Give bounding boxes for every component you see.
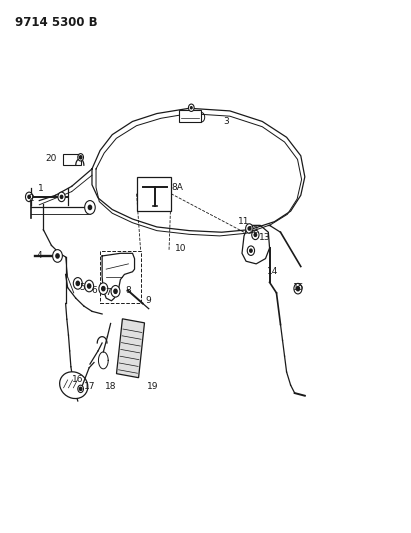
Circle shape	[76, 281, 79, 286]
Text: 16: 16	[72, 375, 83, 384]
Circle shape	[28, 195, 30, 198]
Text: 14: 14	[267, 267, 278, 276]
Circle shape	[102, 287, 105, 291]
Circle shape	[78, 154, 83, 161]
Text: 10: 10	[175, 244, 187, 253]
Text: 9714 5300 B: 9714 5300 B	[15, 16, 97, 29]
Text: 4: 4	[37, 252, 42, 261]
Text: 12: 12	[248, 226, 259, 235]
Circle shape	[60, 195, 63, 198]
Circle shape	[111, 286, 120, 297]
Text: 11: 11	[238, 217, 250, 226]
Circle shape	[25, 192, 33, 201]
Text: 18: 18	[104, 382, 116, 391]
Circle shape	[85, 200, 95, 214]
Circle shape	[296, 287, 300, 291]
Circle shape	[294, 284, 302, 294]
Text: 13: 13	[259, 233, 270, 242]
Text: 17: 17	[84, 382, 96, 391]
Circle shape	[79, 387, 82, 391]
Circle shape	[99, 283, 108, 294]
Text: 15: 15	[293, 283, 305, 292]
Text: 8A: 8A	[171, 183, 183, 192]
Circle shape	[58, 192, 65, 201]
Circle shape	[53, 249, 62, 262]
Text: 5: 5	[79, 283, 85, 292]
Bar	[63, 154, 81, 165]
Text: 8: 8	[126, 286, 132, 295]
Circle shape	[78, 385, 83, 393]
Circle shape	[79, 156, 82, 159]
Circle shape	[248, 227, 250, 230]
Circle shape	[252, 230, 259, 240]
Text: 6: 6	[91, 286, 97, 295]
Circle shape	[189, 104, 194, 111]
Polygon shape	[116, 319, 145, 378]
Ellipse shape	[60, 372, 88, 399]
Text: 9: 9	[146, 296, 152, 305]
Circle shape	[73, 278, 82, 289]
Text: 3: 3	[223, 117, 229, 126]
Circle shape	[114, 289, 117, 293]
Text: 2: 2	[28, 195, 34, 204]
Circle shape	[254, 233, 256, 237]
FancyBboxPatch shape	[136, 177, 171, 211]
Circle shape	[88, 205, 92, 209]
Circle shape	[191, 107, 192, 109]
Text: 7: 7	[105, 288, 111, 297]
Circle shape	[85, 280, 94, 292]
Circle shape	[88, 284, 91, 288]
Text: 1: 1	[38, 184, 44, 193]
Text: 19: 19	[147, 382, 159, 391]
Circle shape	[250, 249, 252, 252]
Text: 20: 20	[46, 154, 57, 163]
Circle shape	[56, 254, 59, 258]
Bar	[179, 110, 201, 122]
Circle shape	[246, 224, 253, 233]
Circle shape	[247, 246, 254, 255]
